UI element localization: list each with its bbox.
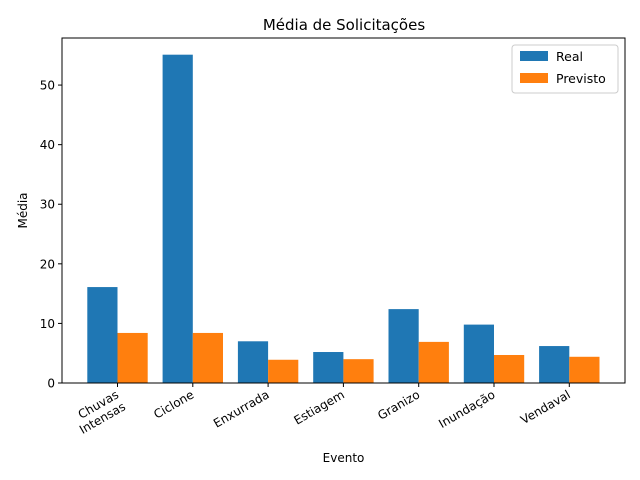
bar-previsto-4 — [418, 341, 449, 383]
chart-title: Média de Solicitações — [263, 16, 426, 34]
y-tick-label: 20 — [40, 257, 55, 271]
y-axis: 0 10 20 30 40 50 — [40, 79, 62, 391]
bar-previsto-0 — [117, 332, 148, 383]
bar-real-6 — [539, 346, 570, 383]
bar-real-5 — [463, 324, 494, 383]
bar-real-1 — [162, 54, 193, 384]
bar-previsto-3 — [343, 359, 374, 383]
y-tick-label: 50 — [40, 79, 55, 93]
legend-label-previsto: Previsto — [556, 71, 606, 86]
bar-real-2 — [237, 341, 269, 383]
bar-real-0 — [87, 287, 118, 383]
bar-previsto-1 — [192, 332, 223, 383]
bar-previsto-6 — [569, 356, 600, 383]
y-tick-label: 10 — [40, 317, 55, 331]
legend-swatch-previsto — [520, 73, 548, 83]
bar-real-3 — [313, 352, 344, 383]
y-tick-label: 0 — [47, 377, 55, 391]
bar-previsto-2 — [268, 359, 299, 383]
legend: Real Previsto — [511, 44, 619, 94]
y-tick-label: 30 — [40, 198, 55, 212]
x-axis-label: Evento — [323, 451, 365, 465]
y-axis-label: Média — [16, 192, 30, 228]
bar-real-4 — [388, 309, 419, 383]
legend-swatch-real — [520, 51, 548, 61]
legend-label-real: Real — [556, 49, 583, 64]
plot-frame — [61, 37, 626, 384]
y-tick-label: 40 — [40, 138, 55, 152]
bars-group — [87, 54, 600, 384]
bar-previsto-5 — [494, 354, 525, 383]
